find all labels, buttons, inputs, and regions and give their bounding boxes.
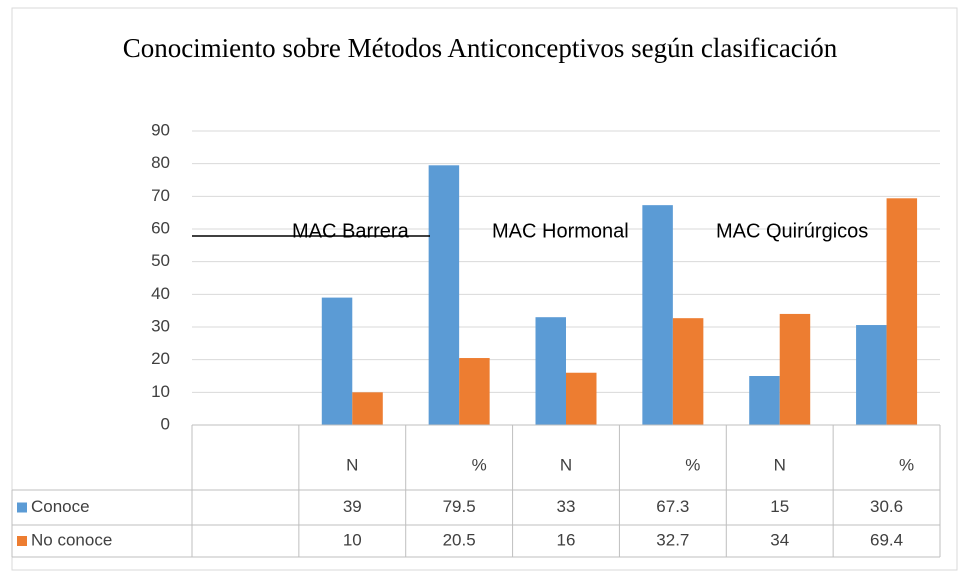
legend-key [17,536,27,546]
bar [749,376,780,425]
bar [352,392,383,425]
x-tick-label: N [560,455,572,474]
chart-border [11,7,958,571]
bar [886,198,918,425]
table-value: 69.4 [870,530,903,549]
table-value: 10 [343,530,362,549]
x-tick-label: % [685,455,700,474]
y-tick-label: 80 [151,153,170,172]
table-value: 33 [557,497,576,516]
bar [856,325,887,425]
table-value: 67.3 [656,497,689,516]
legend-key [17,502,27,513]
chart-title: Conocimiento sobre Métodos Anticonceptiv… [122,33,838,63]
x-tick-label: % [472,455,487,474]
y-tick-label: 70 [151,186,170,205]
annotation: MAC Hormonal [492,220,629,242]
table-value: 34 [770,530,789,549]
y-tick-label: 50 [151,251,170,270]
bar [321,297,353,425]
bar [642,205,673,425]
legend-label: No conoce [31,530,112,549]
y-tick-label: 90 [151,120,170,139]
y-tick-label: 40 [151,284,170,303]
y-tick-label: 20 [151,349,170,368]
table-value: 20.5 [443,530,476,549]
x-tick-label: N [346,455,358,474]
bar [779,313,811,425]
annotation: MAC Barrera [292,220,410,242]
y-tick-label: 30 [151,316,170,335]
table-value: 32.7 [656,530,689,549]
bar [672,318,704,425]
bar [428,165,460,426]
x-tick-label: % [899,455,914,474]
y-tick-label: 10 [151,382,170,401]
table-value: 39 [343,497,362,516]
bar [566,372,597,425]
table-value: 79.5 [443,497,476,516]
legend-label: Conoce [31,497,90,516]
bar [459,358,490,425]
table-value: 30.6 [870,497,903,516]
table-value: 16 [557,530,576,549]
y-tick-label: 60 [151,218,170,237]
bar [535,317,566,425]
annotation: MAC Quirúrgicos [716,220,868,242]
y-tick-label: 0 [161,414,170,433]
table-value: 15 [770,497,789,516]
x-tick-label: N [774,455,786,474]
